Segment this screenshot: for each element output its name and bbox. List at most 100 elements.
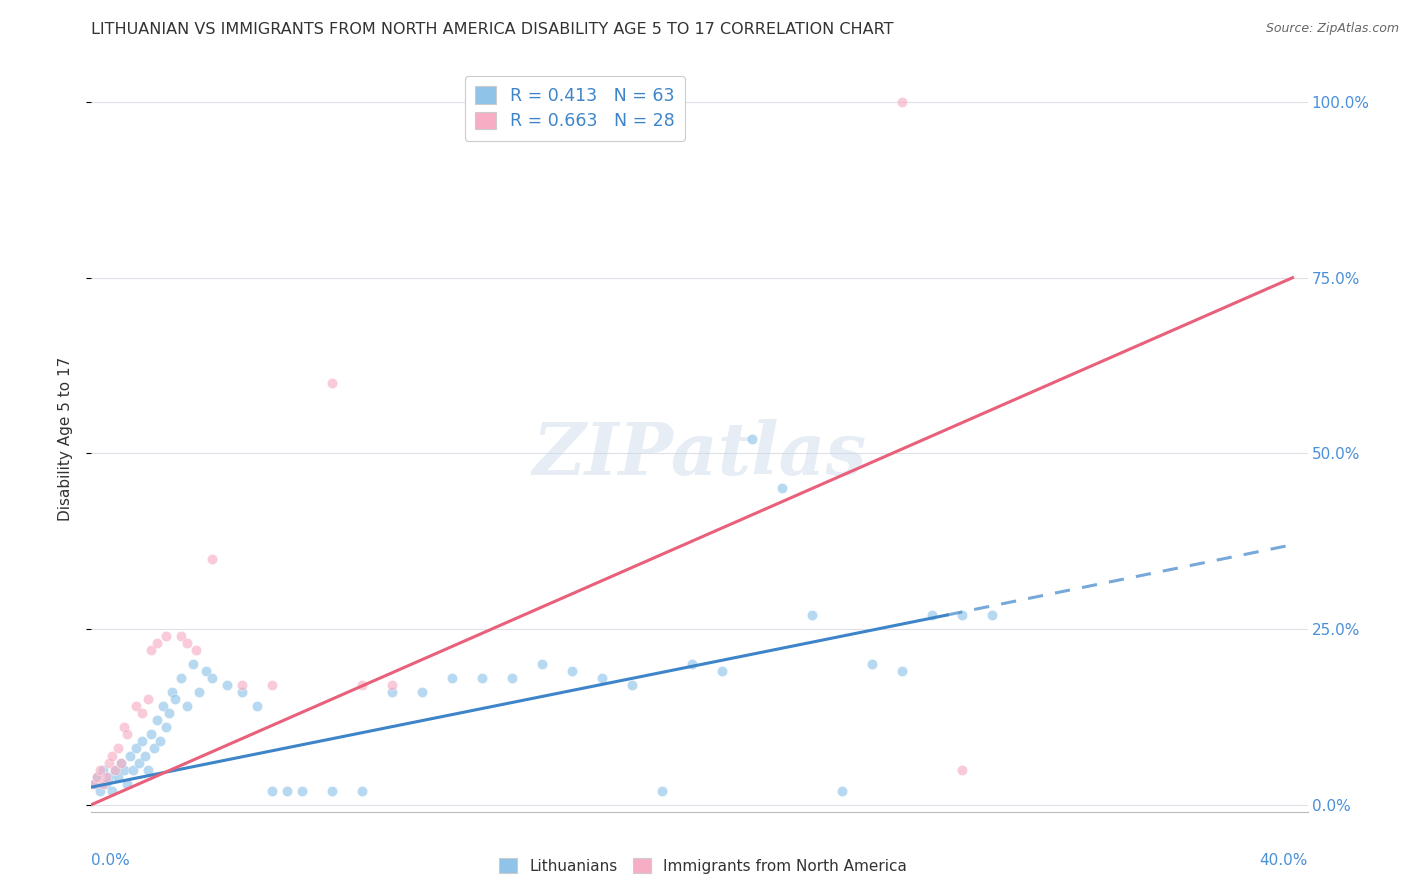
Point	[231, 685, 253, 699]
Point	[381, 678, 404, 692]
Legend: R = 0.413   N = 63, R = 0.663   N = 28: R = 0.413 N = 63, R = 0.663 N = 28	[465, 76, 685, 141]
Text: LITHUANIAN VS IMMIGRANTS FROM NORTH AMERICA DISABILITY AGE 5 TO 17 CORRELATION C: LITHUANIAN VS IMMIGRANTS FROM NORTH AMER…	[91, 22, 894, 37]
Point	[950, 607, 973, 622]
Point	[411, 685, 433, 699]
Point	[131, 706, 153, 721]
Point	[440, 671, 463, 685]
Point	[125, 741, 148, 756]
Point	[112, 720, 135, 734]
Point	[141, 727, 163, 741]
Point	[162, 685, 184, 699]
Text: ZIPatlas: ZIPatlas	[533, 418, 866, 490]
Point	[89, 763, 111, 777]
Point	[117, 727, 139, 741]
Point	[891, 95, 914, 109]
Point	[117, 776, 139, 790]
Point	[770, 482, 793, 496]
Point	[104, 763, 127, 777]
Point	[381, 685, 404, 699]
Point	[125, 699, 148, 714]
Point	[138, 692, 160, 706]
Point	[176, 699, 198, 714]
Point	[471, 671, 494, 685]
Point	[96, 770, 118, 784]
Point	[152, 699, 174, 714]
Point	[83, 776, 105, 790]
Point	[620, 678, 643, 692]
Point	[891, 664, 914, 678]
Point	[96, 776, 118, 790]
Point	[86, 770, 108, 784]
Point	[176, 636, 198, 650]
Point	[155, 629, 177, 643]
Point	[291, 783, 314, 797]
Point	[98, 770, 121, 784]
Point	[146, 714, 169, 728]
Point	[831, 783, 853, 797]
Point	[183, 657, 205, 672]
Point	[194, 664, 217, 678]
Point	[165, 692, 187, 706]
Point	[200, 551, 222, 566]
Point	[86, 770, 108, 784]
Point	[170, 671, 193, 685]
Point	[231, 678, 253, 692]
Point	[107, 741, 129, 756]
Point	[276, 783, 298, 797]
Point	[350, 678, 373, 692]
Point	[110, 756, 132, 770]
Point	[104, 763, 127, 777]
Point	[120, 748, 142, 763]
Point	[146, 636, 169, 650]
Point	[321, 783, 343, 797]
Point	[350, 783, 373, 797]
Point	[530, 657, 553, 672]
Point	[921, 607, 943, 622]
Point	[561, 664, 583, 678]
Point	[149, 734, 172, 748]
Point	[591, 671, 613, 685]
Point	[138, 763, 160, 777]
Point	[260, 678, 283, 692]
Point	[93, 776, 115, 790]
Point	[981, 607, 1004, 622]
Point	[501, 671, 523, 685]
Point	[128, 756, 150, 770]
Point	[188, 685, 211, 699]
Point	[170, 629, 193, 643]
Point	[651, 783, 673, 797]
Point	[93, 763, 115, 777]
Point	[711, 664, 734, 678]
Y-axis label: Disability Age 5 to 17: Disability Age 5 to 17	[58, 357, 73, 522]
Legend: Lithuanians, Immigrants from North America: Lithuanians, Immigrants from North Ameri…	[492, 852, 914, 880]
Point	[141, 643, 163, 657]
Point	[801, 607, 824, 622]
Point	[741, 433, 763, 447]
Point	[89, 783, 111, 797]
Point	[200, 671, 222, 685]
Point	[321, 376, 343, 390]
Point	[681, 657, 703, 672]
Text: 0.0%: 0.0%	[91, 853, 131, 868]
Point	[159, 706, 181, 721]
Point	[98, 756, 121, 770]
Point	[155, 720, 177, 734]
Point	[143, 741, 166, 756]
Point	[245, 699, 267, 714]
Point	[110, 756, 132, 770]
Point	[131, 734, 153, 748]
Point	[860, 657, 883, 672]
Point	[134, 748, 156, 763]
Point	[83, 776, 105, 790]
Point	[112, 763, 135, 777]
Text: 40.0%: 40.0%	[1260, 853, 1308, 868]
Point	[950, 763, 973, 777]
Point	[122, 763, 145, 777]
Text: Source: ZipAtlas.com: Source: ZipAtlas.com	[1265, 22, 1399, 36]
Point	[101, 783, 124, 797]
Point	[215, 678, 238, 692]
Point	[260, 783, 283, 797]
Point	[107, 770, 129, 784]
Point	[101, 748, 124, 763]
Point	[186, 643, 208, 657]
